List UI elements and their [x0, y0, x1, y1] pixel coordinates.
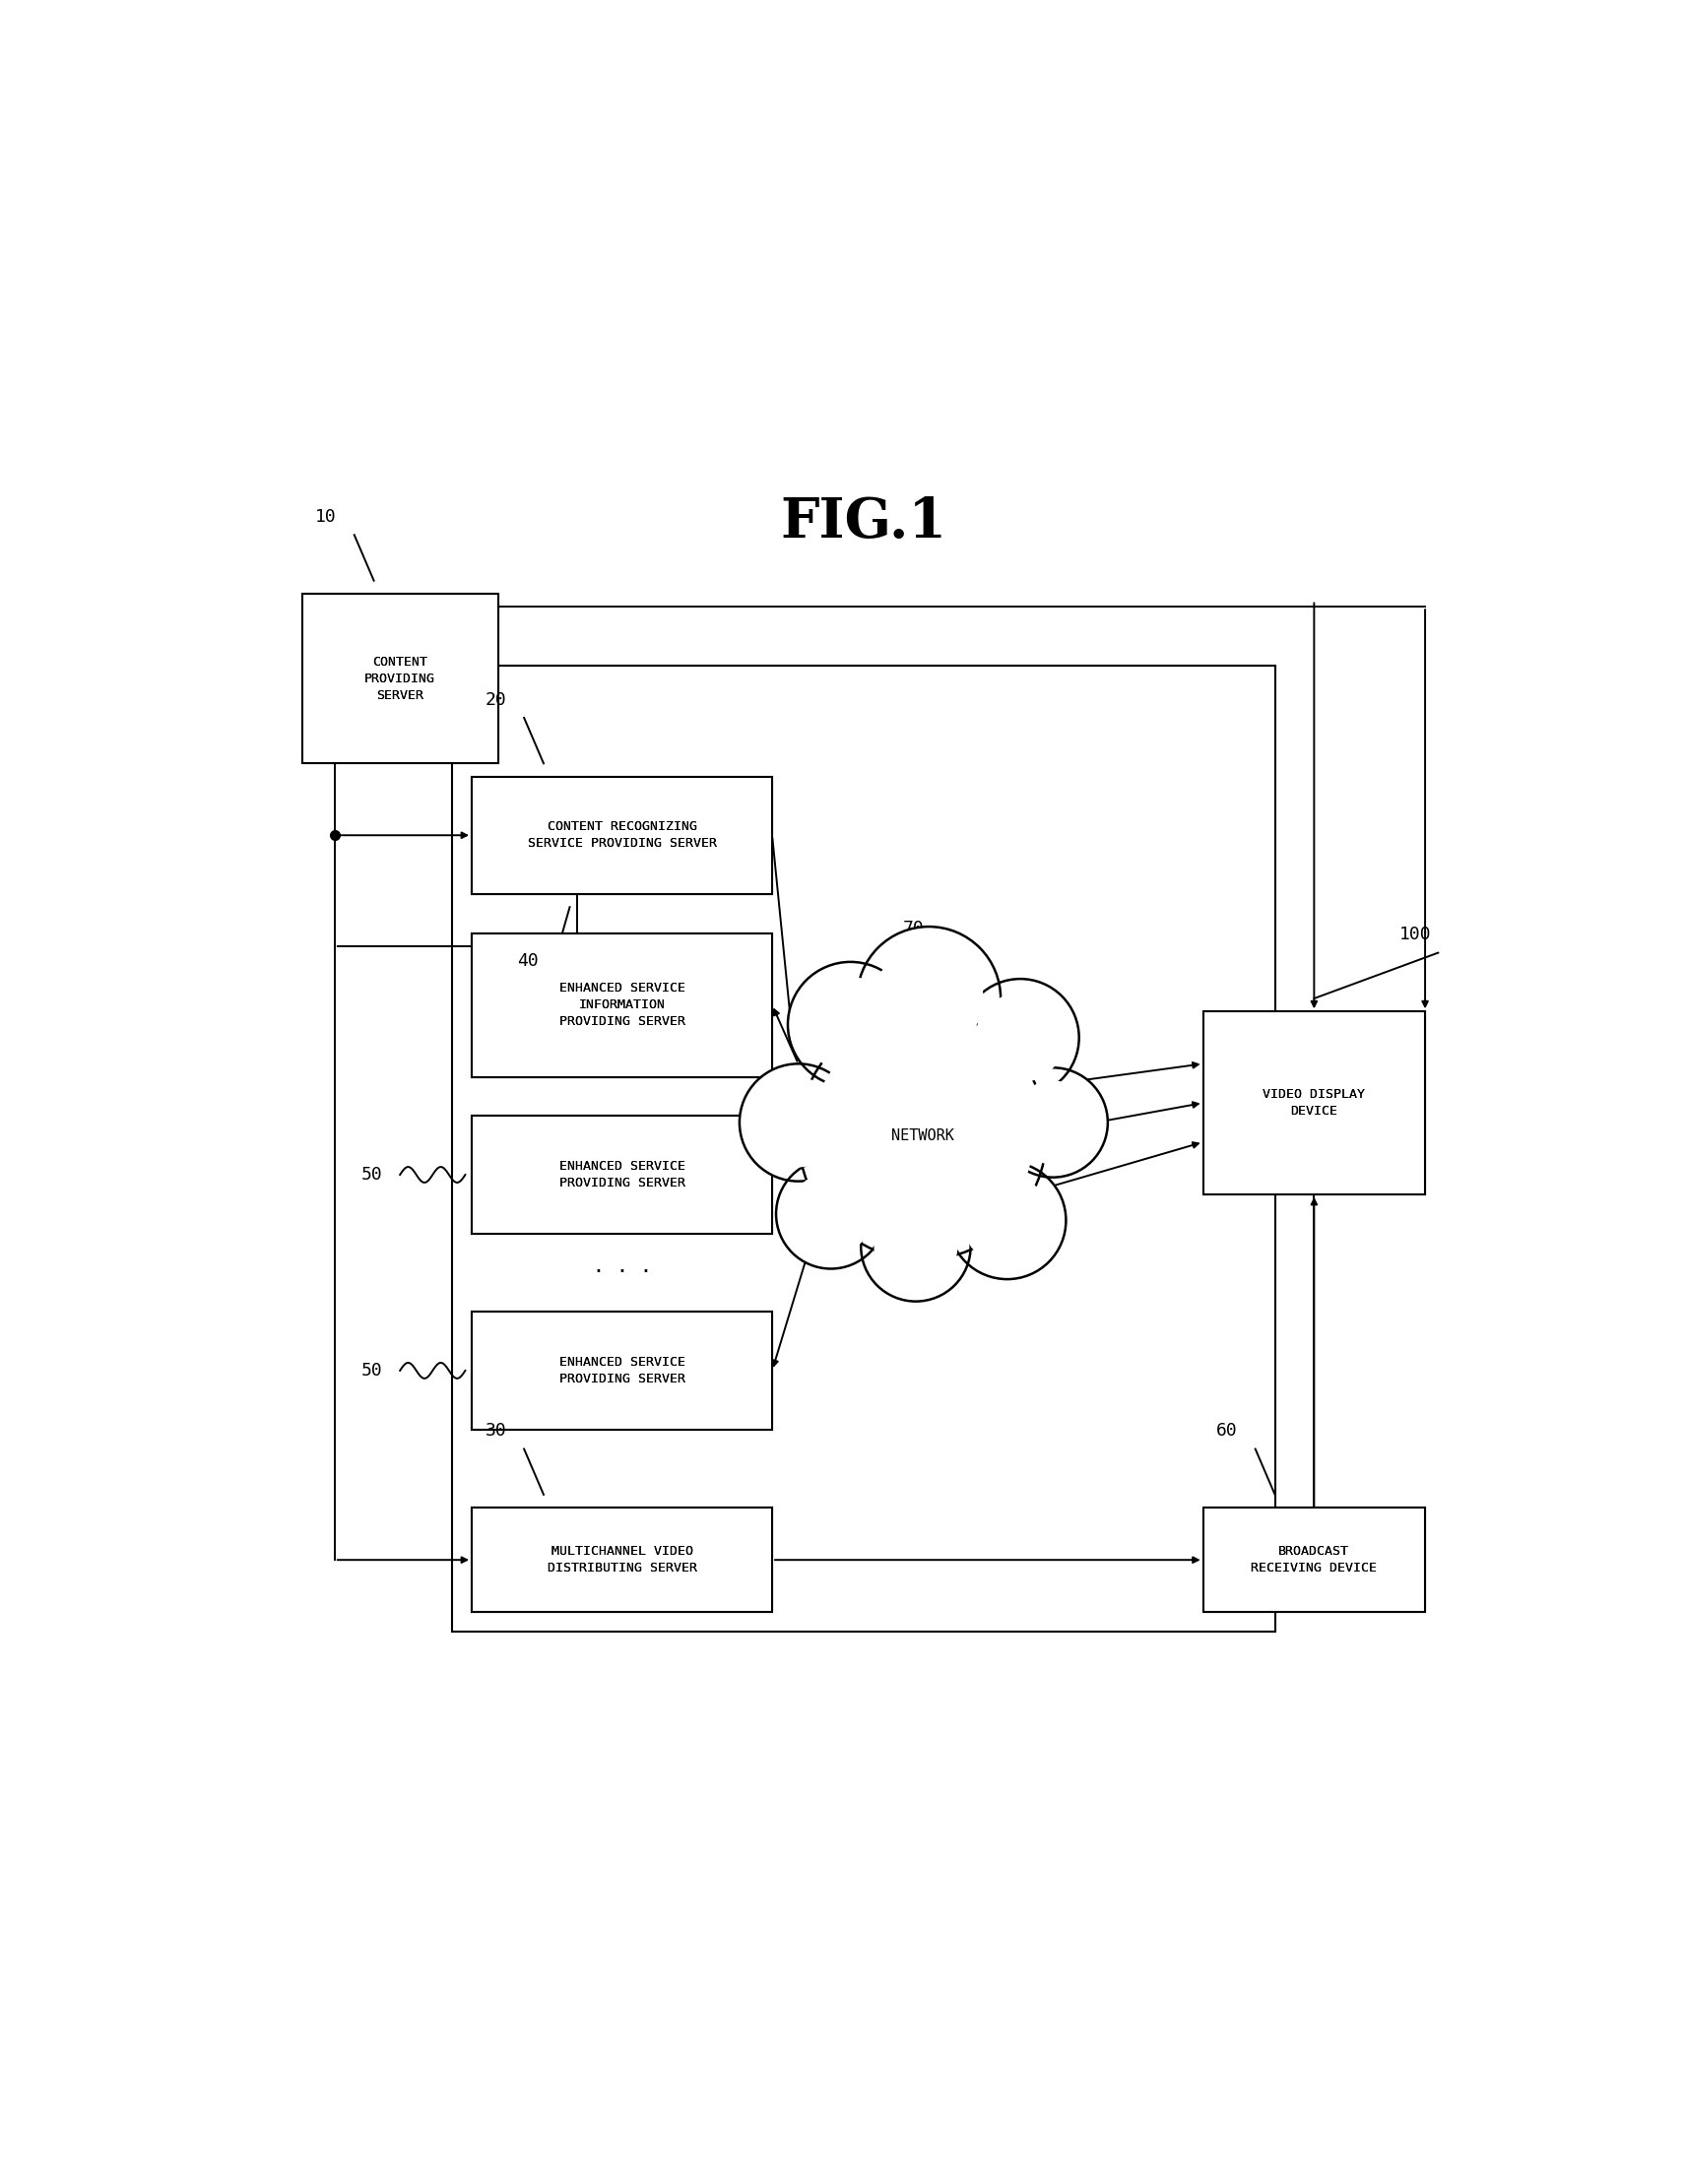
- Circle shape: [804, 978, 898, 1072]
- Text: ENHANCED SERVICE
PROVIDING SERVER: ENHANCED SERVICE PROVIDING SERVER: [559, 1356, 686, 1385]
- Circle shape: [790, 1173, 873, 1256]
- Text: VIDEO DISPLAY
DEVICE: VIDEO DISPLAY DEVICE: [1262, 1088, 1365, 1118]
- Text: CONTENT
PROVIDING
SERVER: CONTENT PROVIDING SERVER: [364, 655, 435, 701]
- FancyBboxPatch shape: [1203, 1507, 1426, 1612]
- FancyBboxPatch shape: [472, 1116, 772, 1234]
- FancyBboxPatch shape: [472, 778, 772, 893]
- Text: BROADCAST
RECEIVING DEVICE: BROADCAST RECEIVING DEVICE: [1250, 1544, 1377, 1575]
- FancyBboxPatch shape: [472, 1507, 772, 1612]
- Text: ·  ·  ·: · · ·: [595, 1260, 649, 1284]
- Text: 70: 70: [903, 919, 923, 937]
- Text: VIDEO DISPLAY
DEVICE: VIDEO DISPLAY DEVICE: [1262, 1088, 1365, 1118]
- Circle shape: [1011, 1081, 1094, 1164]
- Circle shape: [755, 1079, 842, 1166]
- FancyBboxPatch shape: [472, 1116, 772, 1234]
- Circle shape: [964, 1177, 1051, 1265]
- Text: FIG.1: FIG.1: [780, 496, 947, 548]
- FancyBboxPatch shape: [472, 933, 772, 1077]
- Circle shape: [949, 1162, 1067, 1280]
- Text: MULTICHANNEL VIDEO
DISTRIBUTING SERVER: MULTICHANNEL VIDEO DISTRIBUTING SERVER: [548, 1544, 698, 1575]
- FancyBboxPatch shape: [1203, 1507, 1426, 1612]
- Circle shape: [777, 1160, 886, 1269]
- FancyBboxPatch shape: [472, 1313, 772, 1428]
- Circle shape: [962, 978, 1078, 1096]
- Text: 50: 50: [361, 1363, 382, 1380]
- Text: 20: 20: [485, 690, 505, 708]
- Circle shape: [875, 946, 982, 1053]
- FancyBboxPatch shape: [302, 594, 499, 764]
- Text: 60: 60: [1217, 1422, 1237, 1439]
- Text: 40: 40: [517, 952, 539, 970]
- Text: NETWORK: NETWORK: [891, 1129, 954, 1142]
- Text: CONTENT
PROVIDING
SERVER: CONTENT PROVIDING SERVER: [364, 655, 435, 701]
- Circle shape: [858, 926, 1001, 1070]
- FancyBboxPatch shape: [472, 933, 772, 1077]
- Text: ENHANCED SERVICE
PROVIDING SERVER: ENHANCED SERVICE PROVIDING SERVER: [559, 1356, 686, 1385]
- Text: ENHANCED SERVICE
PROVIDING SERVER: ENHANCED SERVICE PROVIDING SERVER: [559, 1160, 686, 1190]
- Text: 30: 30: [485, 1422, 505, 1439]
- Text: CONTENT RECOGNIZING
SERVICE PROVIDING SERVER: CONTENT RECOGNIZING SERVICE PROVIDING SE…: [527, 821, 716, 850]
- Text: 50: 50: [361, 1166, 382, 1184]
- FancyBboxPatch shape: [472, 1507, 772, 1612]
- FancyBboxPatch shape: [302, 594, 499, 764]
- Text: 100: 100: [1399, 926, 1431, 943]
- FancyBboxPatch shape: [1203, 1011, 1426, 1195]
- Circle shape: [799, 1011, 1046, 1260]
- FancyBboxPatch shape: [472, 778, 772, 893]
- Text: CONTENT RECOGNIZING
SERVICE PROVIDING SERVER: CONTENT RECOGNIZING SERVICE PROVIDING SE…: [527, 821, 716, 850]
- Circle shape: [812, 1024, 1033, 1247]
- Circle shape: [861, 1192, 971, 1302]
- FancyBboxPatch shape: [1203, 1011, 1426, 1195]
- Text: MULTICHANNEL VIDEO
DISTRIBUTING SERVER: MULTICHANNEL VIDEO DISTRIBUTING SERVER: [548, 1544, 698, 1575]
- Text: ENHANCED SERVICE
INFORMATION
PROVIDING SERVER: ENHANCED SERVICE INFORMATION PROVIDING S…: [559, 983, 686, 1029]
- Text: BROADCAST
RECEIVING DEVICE: BROADCAST RECEIVING DEVICE: [1250, 1544, 1377, 1575]
- FancyBboxPatch shape: [472, 1313, 772, 1428]
- Circle shape: [789, 961, 913, 1088]
- Circle shape: [976, 994, 1065, 1081]
- Circle shape: [998, 1068, 1107, 1177]
- Circle shape: [875, 1206, 957, 1289]
- Text: ENHANCED SERVICE
PROVIDING SERVER: ENHANCED SERVICE PROVIDING SERVER: [559, 1160, 686, 1190]
- Circle shape: [740, 1064, 858, 1182]
- Text: 10: 10: [315, 509, 337, 526]
- Text: ENHANCED SERVICE
INFORMATION
PROVIDING SERVER: ENHANCED SERVICE INFORMATION PROVIDING S…: [559, 983, 686, 1029]
